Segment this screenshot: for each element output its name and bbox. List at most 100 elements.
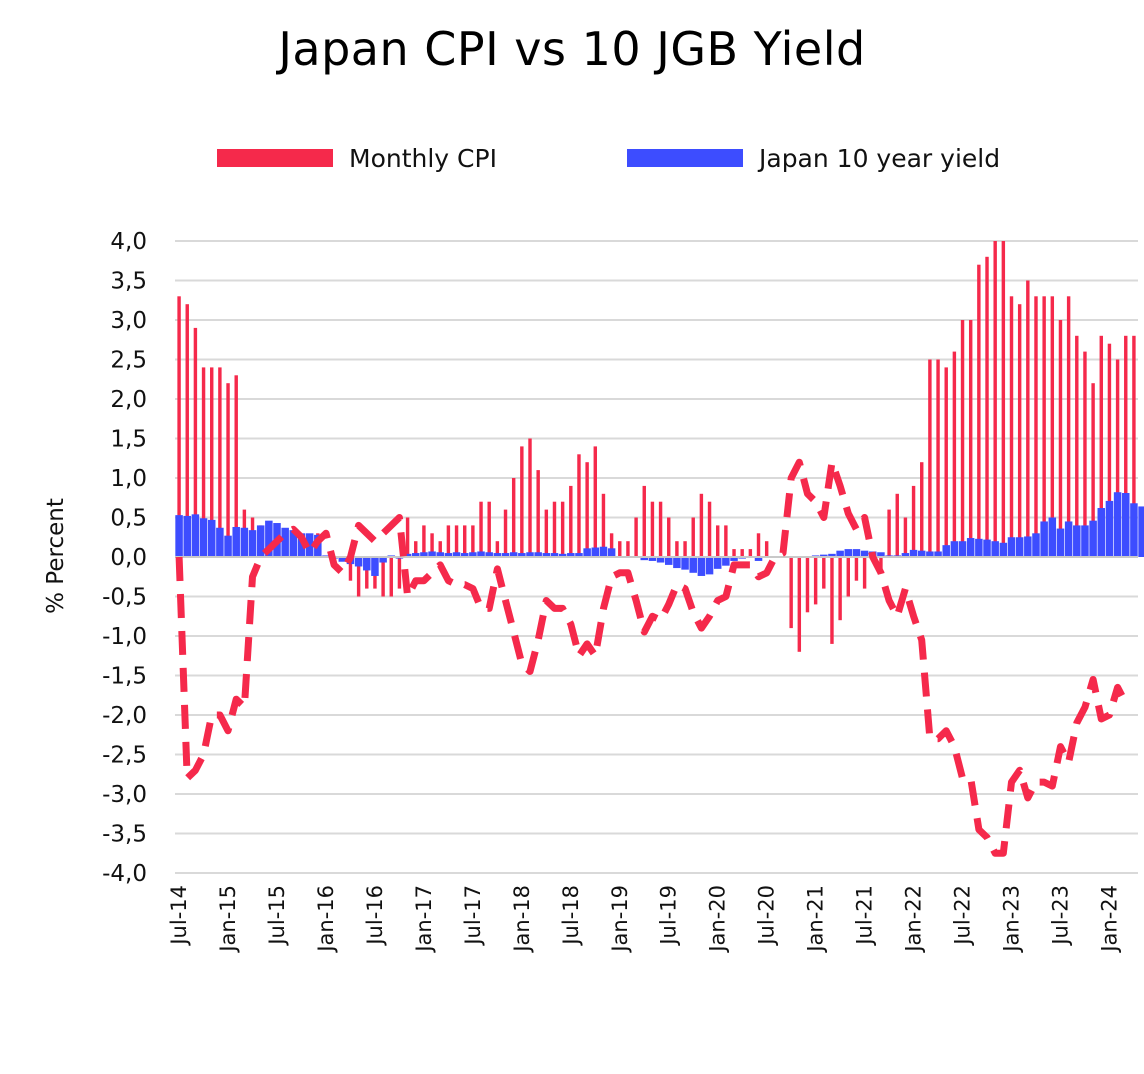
yield-bar — [297, 533, 306, 557]
yield-bar — [656, 557, 665, 563]
yield-bar — [199, 518, 208, 557]
yield-bar — [444, 553, 453, 557]
cpi-bar — [569, 485, 573, 557]
x-tick-label: Jan-24 — [1097, 885, 1121, 954]
cpi-bar-series — [177, 241, 1136, 652]
yield-bar — [363, 557, 371, 571]
cpi-bar — [422, 525, 426, 557]
yield-bar — [216, 527, 224, 557]
yield-bar — [909, 549, 918, 557]
yield-bar — [860, 550, 869, 557]
cpi-bar — [846, 557, 850, 597]
yield-bar — [730, 557, 738, 561]
yield-bar — [926, 551, 934, 557]
yield-bar — [469, 552, 477, 557]
x-tick-label: Jul-16 — [363, 885, 387, 947]
cpi-bar — [1050, 296, 1055, 557]
cpi-bar — [1034, 296, 1038, 557]
yield-bar — [664, 557, 673, 565]
x-tick-label: Jul-17 — [461, 885, 485, 947]
cpi-bar — [960, 320, 965, 557]
x-tick-label: Jul-18 — [559, 885, 583, 947]
cpi-bar — [715, 525, 720, 557]
cpi-bar — [381, 557, 385, 597]
cpi-bar — [985, 256, 989, 557]
y-axis-label: % Percent — [43, 498, 69, 614]
cpi-bar — [724, 525, 728, 557]
cpi-bar — [789, 557, 793, 629]
cpi-bar — [348, 557, 353, 581]
yield-bar — [248, 530, 257, 557]
y-tick-label: 2,5 — [110, 348, 147, 374]
yield-bar — [1024, 536, 1032, 557]
yield-bar — [975, 538, 983, 557]
cpi-bar — [691, 517, 695, 557]
legend: Monthly CPI Japan 10 year yield — [0, 140, 1144, 176]
y-tick-label: -3,0 — [102, 782, 147, 808]
yield-bar — [354, 557, 363, 567]
yield-bar — [289, 530, 298, 557]
cpi-bar — [520, 446, 524, 557]
cpi-bar — [446, 525, 451, 557]
cpi-bar — [1017, 304, 1022, 557]
yield-bar — [599, 546, 608, 557]
y-tick-label: 3,5 — [110, 269, 147, 295]
cpi-bar — [732, 549, 736, 557]
yield-bar — [428, 551, 436, 557]
y-tick-label: 0,5 — [110, 506, 147, 532]
real-yield-line-series — [175, 458, 1129, 857]
y-tick-label: -3,5 — [102, 822, 147, 848]
cpi-bar — [454, 525, 459, 557]
yield-bar — [836, 550, 844, 557]
yield-bar — [305, 533, 314, 557]
yield-bar — [722, 557, 730, 566]
yield-bar — [1113, 492, 1122, 557]
x-tick-label: Jul-20 — [755, 885, 779, 947]
x-tick-label: Jul-22 — [951, 885, 975, 947]
cpi-bar — [577, 454, 581, 557]
yield-bar — [1073, 525, 1081, 557]
cpi-bar — [797, 557, 802, 652]
cpi-bar — [1058, 320, 1063, 557]
cpi-bar — [650, 501, 655, 557]
cpi-bar — [1083, 351, 1087, 557]
yield-bar — [950, 541, 959, 557]
cpi-bar — [593, 446, 598, 557]
legend-swatch-yield — [627, 149, 743, 167]
yield-bar — [607, 548, 616, 557]
yield-bar — [705, 557, 714, 575]
x-tick-label: Jan-19 — [608, 885, 632, 954]
cpi-bar — [658, 501, 663, 557]
cpi-bar — [1099, 335, 1103, 557]
cpi-bar — [218, 367, 222, 557]
cpi-bar — [185, 304, 189, 557]
cpi-bar — [667, 517, 671, 557]
yield-bar — [697, 557, 706, 576]
cpi-bar — [707, 501, 712, 557]
yield-bar — [754, 557, 763, 561]
cpi-bar — [430, 533, 434, 557]
cpi-bar — [1066, 296, 1071, 557]
y-tick-label: 1,5 — [110, 427, 147, 453]
yield-bar — [420, 552, 428, 557]
x-tick-label: Jan-20 — [706, 885, 730, 954]
legend-item-cpi: Monthly CPI — [217, 140, 497, 176]
cpi-bar — [601, 493, 606, 557]
x-tick-label: Jan-23 — [1000, 885, 1024, 954]
y-tick-label: -1,0 — [102, 624, 147, 650]
cpi-bar — [438, 541, 442, 557]
yield-bar — [1032, 533, 1040, 557]
yield-bar — [1015, 537, 1024, 557]
yield-bar — [828, 553, 836, 557]
cpi-bar — [365, 557, 369, 589]
cpi-bar — [911, 485, 916, 557]
y-tick-label: -1,5 — [102, 664, 147, 690]
cpi-bar — [830, 557, 834, 644]
yield-bar — [575, 553, 583, 557]
cpi-bar — [210, 367, 214, 557]
cpi-bar — [977, 264, 981, 557]
x-tick-label: Jul-15 — [265, 885, 289, 947]
cpi-bar — [634, 517, 638, 557]
x-tick-label: Jan-21 — [804, 885, 828, 954]
cpi-bar — [544, 509, 549, 557]
